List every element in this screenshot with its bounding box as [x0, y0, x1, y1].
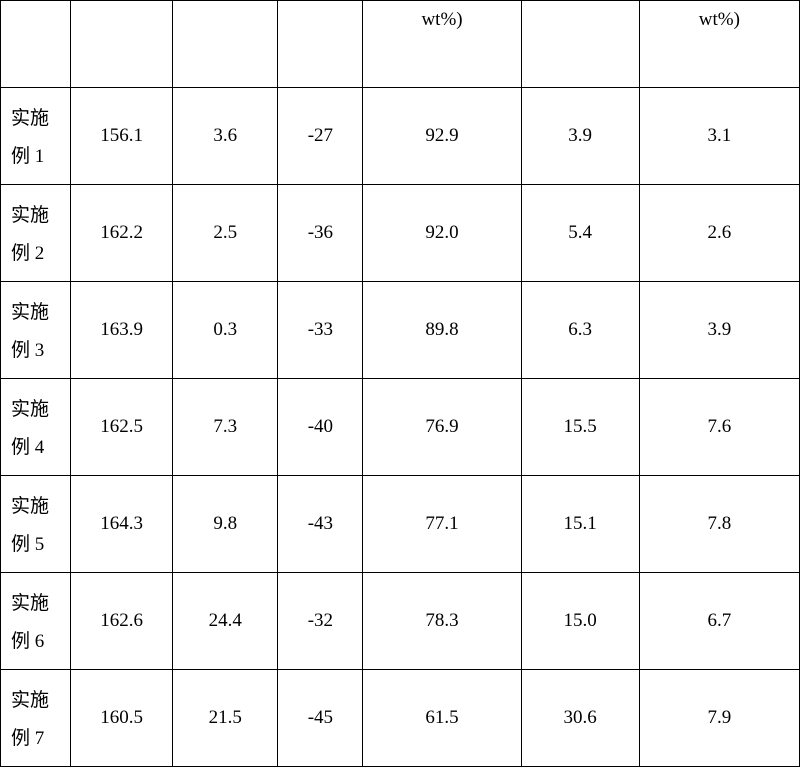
cell-v1: 164.3 [71, 476, 173, 573]
header-cell-2 [71, 1, 173, 88]
table-row: 实施 例 7 160.5 21.5 -45 61.5 30.6 7.9 [1, 670, 800, 767]
header-cell-6 [521, 1, 639, 88]
cell-v3: -45 [278, 670, 363, 767]
header-cell-7: wt%) [639, 1, 799, 88]
cell-v5: 30.6 [521, 670, 639, 767]
cell-v3: -40 [278, 379, 363, 476]
row-label-line1: 实施 [11, 682, 64, 720]
cell-v6: 3.1 [639, 88, 799, 185]
header-text-5: wt%) [421, 9, 462, 30]
row-label-line2: 例 3 [11, 332, 64, 370]
row-label-line1: 实施 [11, 100, 64, 138]
cell-v1: 162.2 [71, 185, 173, 282]
table-row: 实施 例 1 156.1 3.6 -27 92.9 3.9 3.1 [1, 88, 800, 185]
cell-v6: 6.7 [639, 573, 799, 670]
cell-v4: 77.1 [363, 476, 521, 573]
cell-v1: 162.5 [71, 379, 173, 476]
row-label-line1: 实施 [11, 294, 64, 332]
row-label-cell: 实施 例 7 [1, 670, 71, 767]
cell-v1: 162.6 [71, 573, 173, 670]
row-label-line2: 例 5 [11, 526, 64, 564]
row-label-line1: 实施 [11, 391, 64, 429]
cell-v5: 15.0 [521, 573, 639, 670]
table-row: 实施 例 4 162.5 7.3 -40 76.9 15.5 7.6 [1, 379, 800, 476]
header-cell-4 [278, 1, 363, 88]
cell-v1: 163.9 [71, 282, 173, 379]
cell-v5: 15.1 [521, 476, 639, 573]
cell-v1: 156.1 [71, 88, 173, 185]
cell-v2: 9.8 [173, 476, 278, 573]
cell-v2: 21.5 [173, 670, 278, 767]
cell-v3: -36 [278, 185, 363, 282]
cell-v2: 2.5 [173, 185, 278, 282]
table-row: 实施 例 2 162.2 2.5 -36 92.0 5.4 2.6 [1, 185, 800, 282]
cell-v2: 7.3 [173, 379, 278, 476]
data-table: wt%) wt%) 实施 例 1 156.1 3.6 -27 92.9 3.9 … [0, 0, 800, 767]
cell-v4: 89.8 [363, 282, 521, 379]
cell-v5: 3.9 [521, 88, 639, 185]
row-label-line1: 实施 [11, 488, 64, 526]
header-text-7: wt%) [699, 9, 740, 30]
cell-v6: 7.6 [639, 379, 799, 476]
cell-v5: 5.4 [521, 185, 639, 282]
cell-v4: 76.9 [363, 379, 521, 476]
cell-v5: 6.3 [521, 282, 639, 379]
row-label-cell: 实施 例 3 [1, 282, 71, 379]
cell-v4: 92.0 [363, 185, 521, 282]
header-cell-1 [1, 1, 71, 88]
cell-v3: -27 [278, 88, 363, 185]
table-row: 实施 例 5 164.3 9.8 -43 77.1 15.1 7.8 [1, 476, 800, 573]
row-label-cell: 实施 例 6 [1, 573, 71, 670]
cell-v3: -43 [278, 476, 363, 573]
cell-v1: 160.5 [71, 670, 173, 767]
cell-v2: 0.3 [173, 282, 278, 379]
table-row: 实施 例 3 163.9 0.3 -33 89.8 6.3 3.9 [1, 282, 800, 379]
row-label-line2: 例 1 [11, 138, 64, 176]
row-label-line1: 实施 [11, 585, 64, 623]
cell-v6: 7.8 [639, 476, 799, 573]
cell-v4: 92.9 [363, 88, 521, 185]
cell-v3: -33 [278, 282, 363, 379]
cell-v4: 78.3 [363, 573, 521, 670]
cell-v4: 61.5 [363, 670, 521, 767]
cell-v2: 3.6 [173, 88, 278, 185]
table-header-row: wt%) wt%) [1, 1, 800, 88]
cell-v6: 7.9 [639, 670, 799, 767]
row-label-cell: 实施 例 1 [1, 88, 71, 185]
cell-v3: -32 [278, 573, 363, 670]
row-label-line2: 例 2 [11, 235, 64, 273]
cell-v6: 3.9 [639, 282, 799, 379]
row-label-cell: 实施 例 5 [1, 476, 71, 573]
cell-v5: 15.5 [521, 379, 639, 476]
row-label-line2: 例 6 [11, 623, 64, 661]
row-label-line2: 例 4 [11, 429, 64, 467]
row-label-line1: 实施 [11, 197, 64, 235]
row-label-cell: 实施 例 2 [1, 185, 71, 282]
header-cell-5: wt%) [363, 1, 521, 88]
table-row: 实施 例 6 162.6 24.4 -32 78.3 15.0 6.7 [1, 573, 800, 670]
header-cell-3 [173, 1, 278, 88]
cell-v6: 2.6 [639, 185, 799, 282]
cell-v2: 24.4 [173, 573, 278, 670]
row-label-line2: 例 7 [11, 720, 64, 758]
row-label-cell: 实施 例 4 [1, 379, 71, 476]
